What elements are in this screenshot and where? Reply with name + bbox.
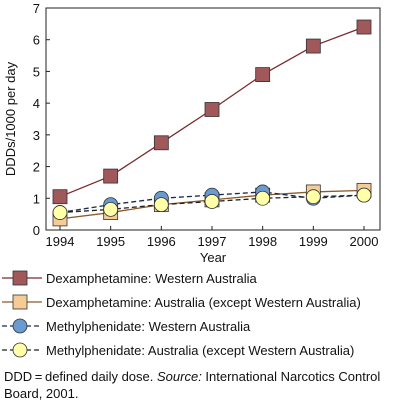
series-4-point [52,205,68,220]
y-tick-label: 5 [33,64,40,79]
series-1-point [52,189,68,205]
series-1-point [103,168,119,184]
plot-frame [45,7,381,231]
legend-label: Dexamphetamine: Western Australia [46,271,258,286]
legend-label: Dexamphetamine: Australia (except Wester… [46,295,361,310]
legend-marker [12,342,28,358]
x-tick-label: 1998 [248,234,277,249]
legend-entry: Methylphenidate: Australia (except Weste… [2,342,354,358]
legend-entry: Methylphenidate: Western Australia [2,318,251,334]
series-4-point [204,194,220,209]
legend-marker [12,294,28,310]
footnote-source-text: International Narcotics Control Board, 2… [4,369,381,401]
legend-marker [12,270,28,286]
y-tick-label: 1 [33,191,40,206]
legend-label: Methylphenidate: Australia (except Weste… [46,343,354,358]
series-1-point [255,67,271,82]
series-4 [52,187,372,220]
x-tick-label: 1995 [96,234,125,249]
footnote-source-label: Source: [157,369,202,384]
series-1-point [305,38,321,54]
x-tick-label: 1997 [198,234,227,249]
footnote-definition: DDD = defined daily dose. [4,369,157,384]
legend-label: Methylphenidate: Western Australia [46,319,251,334]
series-1 [52,19,372,205]
plot-area [52,19,372,227]
series-1-point [153,135,169,151]
y-tick-label: 0 [33,223,40,238]
series-1-point [356,19,372,35]
chart: 0 1 2 3 4 5 6 7 1994 1995 1996 1997 1998 1999 2000 Year… [2,1,381,358]
legend: Dexamphetamine: Western Australia Dexamph… [2,270,361,358]
series-4-point [103,201,119,217]
series-4-point [356,187,372,203]
legend-entry: Dexamphetamine: Australia (except Wester… [2,294,361,310]
x-tick-label: 1999 [299,234,328,249]
y-tick-label: 4 [33,96,40,111]
footnote: DDD = defined daily dose. Source: Intern… [4,368,408,402]
y-axis-label: DDDs/1000 per day [3,61,18,176]
legend-marker [12,318,28,334]
y-tick-label: 6 [33,33,40,48]
y-tick-label: 2 [33,160,40,175]
axes: 0 1 2 3 4 5 6 7 1994 1995 1996 1997 1998 1999 2000 Year… [3,1,381,265]
x-tick-label: 1994 [46,234,75,249]
series-4-point [255,190,271,206]
x-tick-label: 1996 [147,234,176,249]
series-4-point [153,197,169,213]
x-tick-label: 2000 [350,234,379,249]
series-1-point [204,102,220,117]
y-tick-label: 3 [33,128,40,143]
series-4-point [305,189,321,205]
y-tick-label: 7 [33,1,40,16]
legend-entry: Dexamphetamine: Western Australia [2,270,258,286]
x-axis-label: Year [200,250,227,265]
